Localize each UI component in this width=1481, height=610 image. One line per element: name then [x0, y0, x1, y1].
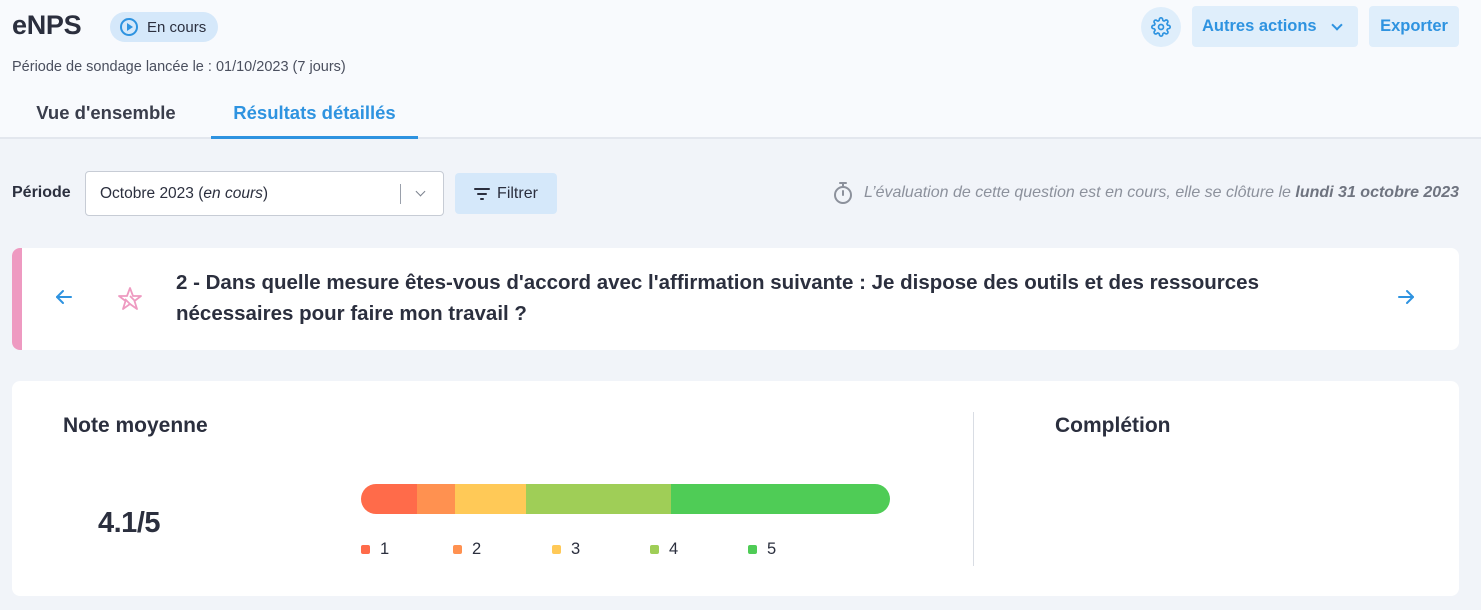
- period-label: Période: [12, 184, 71, 201]
- question-accent-bar: [12, 248, 22, 350]
- section-divider: [973, 412, 974, 566]
- legend-item-3: 3: [552, 540, 580, 559]
- legend-label: 1: [380, 540, 390, 558]
- more-actions-label: Autres actions: [1202, 17, 1317, 35]
- status-badge: En cours: [110, 12, 219, 42]
- legend-item-5: 5: [748, 540, 776, 559]
- tab-detailed-results[interactable]: Résultats détaillés: [211, 102, 418, 139]
- average-score-title: Note moyenne: [63, 414, 208, 437]
- question-text: 2 - Dans quelle mesure êtes-vous d'accor…: [176, 271, 1259, 325]
- legend-label: 5: [767, 540, 777, 558]
- legend-item-1: 1: [361, 540, 389, 559]
- chevron-down-icon: [415, 186, 426, 197]
- score-distribution-bar: [361, 484, 890, 514]
- sparkle-star-icon: [118, 287, 142, 310]
- filter-icon: [474, 187, 491, 200]
- arrow-right-icon[interactable]: [1395, 286, 1417, 308]
- legend-label: 3: [571, 540, 581, 558]
- legend-swatch: [361, 545, 370, 554]
- settings-button[interactable]: [1141, 7, 1181, 47]
- chevron-down-icon: [1330, 18, 1343, 31]
- page-header: eNPS En cours Période de sondage lancée …: [0, 0, 1481, 139]
- stats-card: Note moyenne 4.1/5 1 2 3 4 5 Complétion: [12, 381, 1459, 596]
- tab-overview[interactable]: Vue d'ensemble: [36, 102, 176, 123]
- legend-label: 4: [669, 540, 679, 558]
- evaluation-end-date: lundi 31 octobre 2023: [1295, 184, 1459, 201]
- period-select[interactable]: Octobre 2023 (en cours): [85, 171, 444, 216]
- question-card: 2 - Dans quelle mesure êtes-vous d'accor…: [12, 248, 1459, 350]
- gear-icon: [1151, 17, 1171, 37]
- export-button[interactable]: Exporter: [1369, 6, 1459, 47]
- evaluation-notice: L’évaluation de cette question est en co…: [832, 181, 1459, 205]
- legend-item-2: 2: [453, 540, 481, 559]
- filter-button-label: Filtrer: [497, 184, 538, 202]
- arrow-left-icon[interactable]: [53, 286, 75, 308]
- score-bar-segment-2: [416, 484, 455, 514]
- status-badge-label: En cours: [147, 18, 207, 36]
- more-actions-button[interactable]: Autres actions: [1192, 6, 1358, 47]
- period-select-value: Octobre 2023 (en cours): [100, 184, 269, 202]
- play-circle-icon: [120, 18, 138, 36]
- select-separator: [400, 184, 401, 204]
- page-title: eNPS: [12, 10, 82, 40]
- legend-swatch: [453, 545, 462, 554]
- score-bar-segment-3: [454, 484, 527, 514]
- average-score-value: 4.1/5: [98, 507, 161, 539]
- stopwatch-icon: [834, 182, 852, 204]
- evaluation-notice-text: L’évaluation de cette question est en co…: [864, 184, 1291, 201]
- legend-swatch: [552, 545, 561, 554]
- score-bar-segment-4: [526, 484, 671, 514]
- completion-title: Complétion: [1055, 414, 1171, 437]
- filter-button[interactable]: Filtrer: [455, 173, 557, 214]
- legend-item-4: 4: [650, 540, 678, 559]
- legend-label: 2: [472, 540, 482, 558]
- survey-period-info: Période de sondage lancée le : 01/10/202…: [12, 59, 346, 75]
- score-bar-segment-5: [670, 484, 890, 514]
- legend-swatch: [650, 545, 659, 554]
- score-bar-segment-1: [361, 484, 417, 514]
- legend-swatch: [748, 545, 757, 554]
